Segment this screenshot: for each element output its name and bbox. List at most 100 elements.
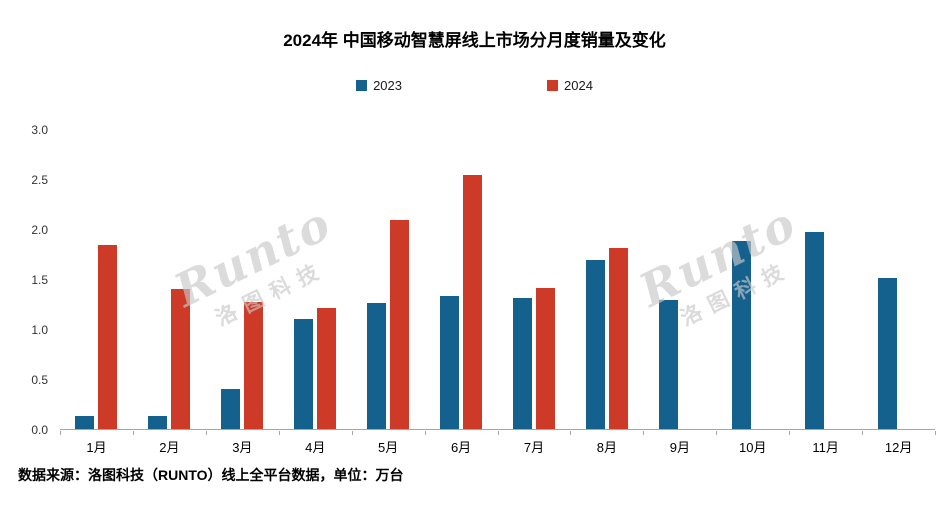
y-axis: 0.0 0.5 1.0 1.5 2.0 2.5 3.0 xyxy=(31,123,935,437)
bar-slot xyxy=(682,130,701,429)
bar-slot xyxy=(98,130,118,429)
bar-slot xyxy=(294,130,314,429)
y-tick-label: 1.0 xyxy=(31,323,48,337)
x-tick-label: 5月 xyxy=(378,440,399,455)
axis-tick xyxy=(424,431,426,435)
bar-slot xyxy=(317,130,337,429)
y-tick-label: 2.0 xyxy=(31,223,48,237)
x-tick-label: 7月 xyxy=(523,440,545,455)
bar-2023-9月 xyxy=(658,300,678,429)
bar-slot xyxy=(390,130,410,429)
bar-group-10月 xyxy=(716,130,789,429)
axis-tick xyxy=(862,431,864,435)
axis-tick xyxy=(716,431,718,435)
bar-2023-4月 xyxy=(294,319,314,429)
x-tick-label: 4月 xyxy=(305,440,326,455)
bar-2024-7月 xyxy=(535,288,555,429)
bar-2024-3月 xyxy=(244,302,264,429)
x-tick-label: 9月 xyxy=(669,440,690,455)
bar-2024-8月 xyxy=(608,247,628,429)
bar-group-7月 xyxy=(498,130,571,429)
y-tick-label: 0.0 xyxy=(31,423,48,437)
bar-group-11月 xyxy=(789,130,862,429)
x-tick-label: 3月 xyxy=(232,440,253,455)
plot-grid xyxy=(60,130,935,430)
bar-slot xyxy=(75,130,95,429)
legend-swatch xyxy=(547,80,558,91)
bar-group-3月 xyxy=(206,130,279,429)
plot-area: 0.0 0.5 1.0 1.5 2.0 2.5 3.0 xyxy=(31,123,935,437)
bar-slot xyxy=(877,130,897,429)
bar-2023-7月 xyxy=(512,298,532,429)
x-tick-label: 11月 xyxy=(812,440,839,455)
bar-group-2月 xyxy=(133,130,206,429)
y-tick-label: 3.0 xyxy=(31,123,48,137)
axis-tick xyxy=(789,431,791,435)
bar-group-1月 xyxy=(60,130,133,429)
bar-slot xyxy=(731,130,751,429)
bar-slot xyxy=(755,130,774,429)
bar-group-5月 xyxy=(352,130,425,429)
x-axis: 1月 2月 3月 4月 5月 6月 7月 8月 9月 10月 11月 12月 xyxy=(60,431,936,455)
axis-tick xyxy=(351,431,353,435)
legend-label: 2023 xyxy=(373,78,402,93)
source-note: 数据来源：洛图科技（RUNTO）线上全平台数据，单位：万台 xyxy=(18,467,404,483)
x-tick-label: 8月 xyxy=(596,440,618,455)
x-tick-label: 10月 xyxy=(739,440,767,455)
bar-2023-3月 xyxy=(221,389,241,429)
bar-2023-10月 xyxy=(731,240,751,429)
bar-group-12月 xyxy=(862,130,935,429)
chart-title: 2024年 中国移动智慧屏线上市场分月度销量及变化 xyxy=(283,31,666,50)
bar-slot xyxy=(608,130,628,429)
bar-2024-5月 xyxy=(390,219,410,429)
legend-item-2024: 2024 xyxy=(547,78,593,93)
bar-slot xyxy=(244,130,264,429)
axis-tick xyxy=(935,431,936,435)
legend-swatch xyxy=(356,80,368,91)
bar-slot xyxy=(804,130,824,429)
bar-slot xyxy=(585,130,605,429)
axis-tick xyxy=(278,431,280,435)
legend: 2023 2024 xyxy=(0,78,949,93)
bar-slot xyxy=(171,130,191,429)
bar-2023-5月 xyxy=(367,303,387,429)
legend-item-2023: 2023 xyxy=(356,78,402,93)
bar-2024-6月 xyxy=(463,174,483,429)
x-tick-label: 6月 xyxy=(450,440,472,455)
bar-2023-6月 xyxy=(440,296,460,429)
bar-slot xyxy=(535,130,555,429)
bar-group-4月 xyxy=(279,130,352,429)
bar-2023-11月 xyxy=(804,231,824,429)
legend-label: 2024 xyxy=(564,78,593,93)
bar-slot xyxy=(440,130,460,429)
bar-2024-2月 xyxy=(171,289,191,429)
axis-tick xyxy=(497,431,499,435)
axis-tick xyxy=(570,431,572,435)
bar-slot xyxy=(512,130,532,429)
bar-group-6月 xyxy=(425,130,498,429)
bar-2023-8月 xyxy=(585,259,605,429)
bar-slot xyxy=(658,130,678,429)
bar-2023-12月 xyxy=(877,277,897,429)
bar-2024-1月 xyxy=(98,244,118,429)
bar-2023-2月 xyxy=(148,416,168,429)
bar-slot xyxy=(148,130,168,429)
y-tick-label: 0.5 xyxy=(31,373,48,387)
bar-slot xyxy=(463,130,483,429)
x-tick-label: 12月 xyxy=(884,440,913,455)
bar-slot xyxy=(828,130,847,429)
axis-tick xyxy=(132,431,134,435)
bar-2024-4月 xyxy=(317,308,337,429)
y-tick-label: 2.5 xyxy=(31,173,48,187)
x-tick-label: 2月 xyxy=(159,440,180,455)
bar-group-8月 xyxy=(570,130,643,429)
y-tick-label: 1.5 xyxy=(31,273,48,287)
bar-group-9月 xyxy=(643,130,716,429)
x-tick-label: 1月 xyxy=(86,440,107,455)
bar-slot xyxy=(367,130,387,429)
axis-tick xyxy=(205,431,207,435)
bar-slot xyxy=(221,130,241,429)
axis-tick xyxy=(643,431,645,435)
bar-2023-1月 xyxy=(75,416,95,429)
